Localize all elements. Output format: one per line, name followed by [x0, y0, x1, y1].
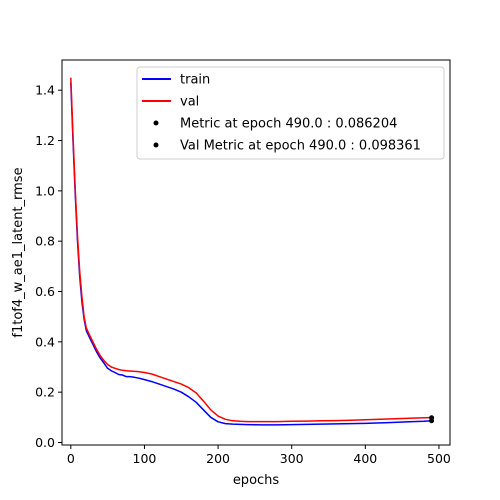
y-tick-label: 0.6 — [35, 284, 55, 299]
legend-entry: Val Metric at epoch 490.0 : 0.098361 — [180, 139, 421, 154]
legend: train val Metric at epoch 490.0 : 0.086204… — [136, 66, 445, 160]
x-tick-label: 300 — [280, 451, 304, 466]
plot-area — [70, 77, 435, 426]
x-axis-label: epochs — [233, 473, 280, 488]
x-tick-label: 100 — [133, 451, 157, 466]
y-tick-label: 0.8 — [35, 234, 55, 249]
x-tick-label: 200 — [206, 451, 230, 466]
y-tick-label: 0.4 — [35, 334, 55, 349]
legend-entry: Metric at epoch 490.0 : 0.086204 — [180, 117, 397, 132]
y-tick-label: 1.4 — [35, 83, 55, 98]
x-tick-label: 400 — [353, 451, 377, 466]
y-tick-label: 1.2 — [35, 133, 55, 148]
legend-marker — [153, 142, 159, 148]
x-tick-label: 0 — [67, 451, 75, 466]
plot-frame — [61, 59, 451, 446]
x-axis: 0 100 200 300 400 500 — [67, 445, 451, 466]
x-tick-label: 500 — [427, 451, 451, 466]
y-tick-label: 1.0 — [35, 183, 55, 198]
series-line-val — [70, 77, 432, 423]
y-axis-label: f1tof4_w_ae1_latent_rmse — [11, 167, 26, 337]
series-line-train — [70, 82, 432, 426]
y-tick-label: 0.0 — [35, 435, 55, 450]
legend-marker — [153, 120, 159, 126]
legend-entry: train — [180, 73, 210, 88]
y-axis: 0.0 0.2 0.4 0.6 0.8 1.0 1.2 1.4 — [35, 83, 62, 450]
y-tick-label: 0.2 — [35, 385, 55, 400]
series-point-3-0 — [429, 415, 435, 421]
legend-entry: val — [180, 95, 199, 110]
legend-box — [136, 66, 445, 160]
